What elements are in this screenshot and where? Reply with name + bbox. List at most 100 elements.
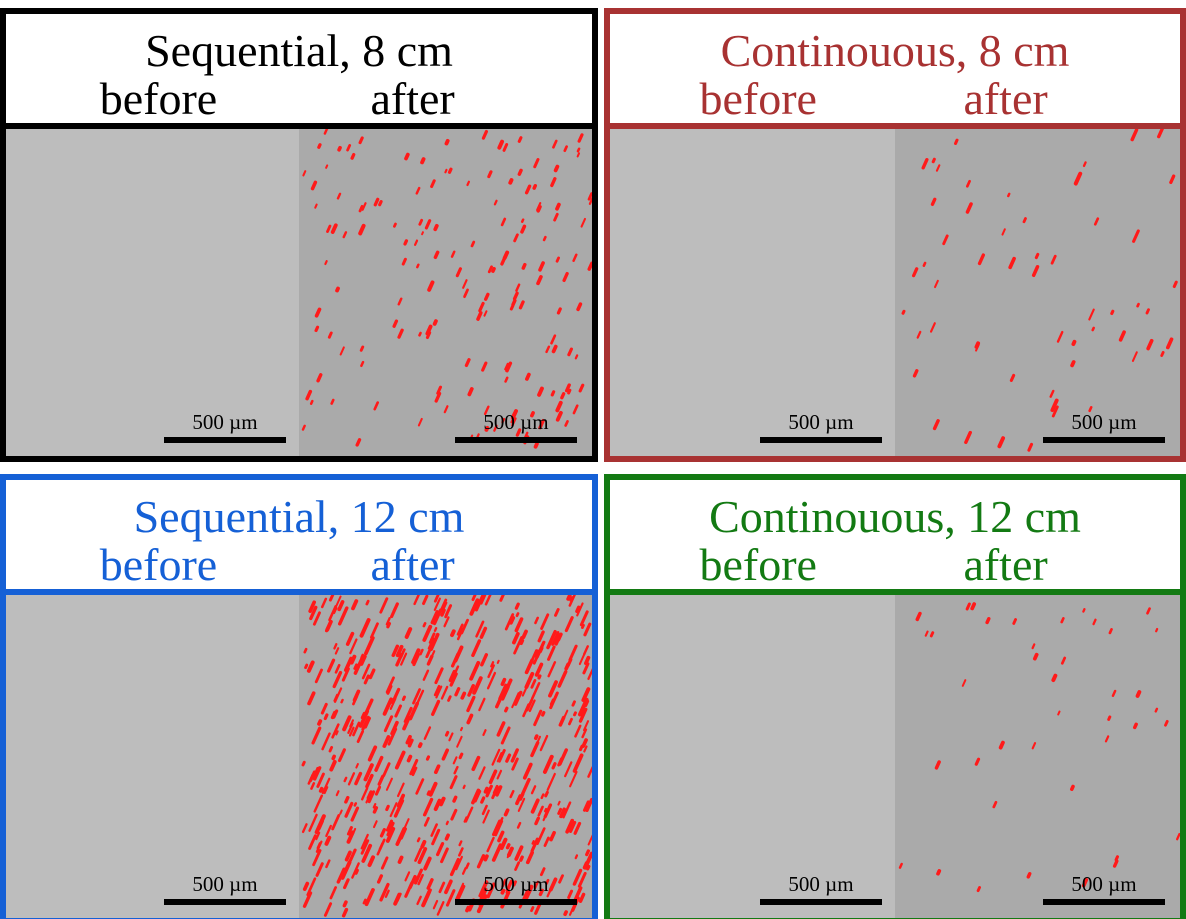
defect	[537, 674, 542, 680]
defect	[406, 754, 413, 763]
defect	[496, 721, 506, 737]
defect	[332, 606, 338, 615]
panel-title: Continouous, 12 cm	[709, 491, 1081, 542]
defect	[342, 231, 348, 239]
defect	[455, 855, 463, 871]
defect	[1022, 217, 1027, 224]
defect	[420, 157, 426, 165]
defect	[530, 411, 535, 418]
defect	[302, 170, 307, 177]
defect	[1155, 627, 1159, 633]
defect	[436, 901, 445, 916]
defect	[320, 597, 328, 609]
defect	[348, 827, 357, 844]
defect	[353, 656, 364, 675]
defect	[395, 827, 406, 847]
defect	[466, 695, 476, 713]
defect	[407, 738, 414, 748]
defect	[1112, 859, 1119, 868]
defect	[323, 902, 333, 917]
defect	[455, 882, 465, 901]
defect	[513, 233, 519, 243]
defect	[438, 881, 446, 894]
defect	[510, 418, 514, 424]
defect	[336, 867, 346, 884]
defect	[396, 793, 406, 808]
defect	[363, 763, 374, 782]
defect	[474, 593, 485, 612]
defect	[331, 813, 341, 831]
defect	[391, 687, 401, 705]
defect	[434, 667, 444, 685]
defect	[581, 623, 585, 629]
defect	[491, 748, 501, 766]
defect	[942, 234, 949, 246]
defect	[929, 631, 935, 638]
defect	[339, 809, 343, 815]
panel-header	[607, 477, 1183, 592]
defect	[1031, 265, 1040, 277]
defect	[523, 431, 529, 439]
defect	[488, 769, 498, 785]
defect	[324, 260, 328, 266]
defect	[555, 410, 563, 422]
defect	[519, 855, 524, 862]
defect	[444, 139, 450, 146]
defect	[492, 819, 502, 837]
defect	[555, 256, 560, 263]
defect	[332, 709, 339, 719]
defect	[448, 732, 454, 742]
defect	[1175, 832, 1181, 841]
defect	[376, 838, 386, 856]
defect	[312, 849, 322, 867]
defect	[431, 828, 441, 846]
image-before	[3, 129, 299, 459]
defect	[576, 302, 583, 312]
defect	[496, 751, 503, 763]
defect	[305, 389, 313, 401]
defect	[965, 602, 971, 611]
defect	[525, 372, 531, 381]
defect	[521, 777, 531, 796]
defect	[540, 613, 550, 630]
defect	[356, 730, 365, 744]
defect	[486, 671, 497, 690]
defect	[421, 231, 424, 236]
defect	[373, 401, 380, 411]
defect	[567, 388, 572, 395]
defect	[559, 807, 566, 819]
defect	[568, 644, 578, 662]
defect	[443, 616, 450, 628]
defect	[433, 764, 441, 775]
defect	[538, 646, 544, 654]
defect	[566, 658, 573, 668]
defect	[533, 649, 539, 658]
scale-label: 500 µm	[483, 410, 548, 434]
defect	[302, 881, 310, 891]
defect	[351, 599, 359, 611]
defect	[423, 816, 430, 827]
panel-title: Sequential, 8 cm	[145, 25, 453, 76]
defect	[340, 698, 344, 704]
defect	[901, 309, 906, 315]
defect	[998, 740, 1005, 750]
defect	[301, 760, 306, 767]
defect	[567, 889, 574, 900]
defect	[327, 658, 336, 673]
defect	[1031, 643, 1036, 650]
defect	[1082, 608, 1086, 613]
defect	[373, 197, 380, 207]
defect	[533, 158, 540, 169]
defect	[583, 655, 591, 666]
defect	[455, 267, 462, 278]
defect	[524, 658, 534, 675]
image-before	[607, 129, 895, 459]
defect	[534, 616, 539, 625]
defect	[1001, 228, 1006, 236]
defect	[385, 617, 391, 626]
scale-bar	[760, 437, 882, 443]
defect	[460, 691, 467, 700]
defect	[1132, 229, 1140, 243]
defect	[915, 611, 922, 622]
defect	[538, 888, 544, 897]
